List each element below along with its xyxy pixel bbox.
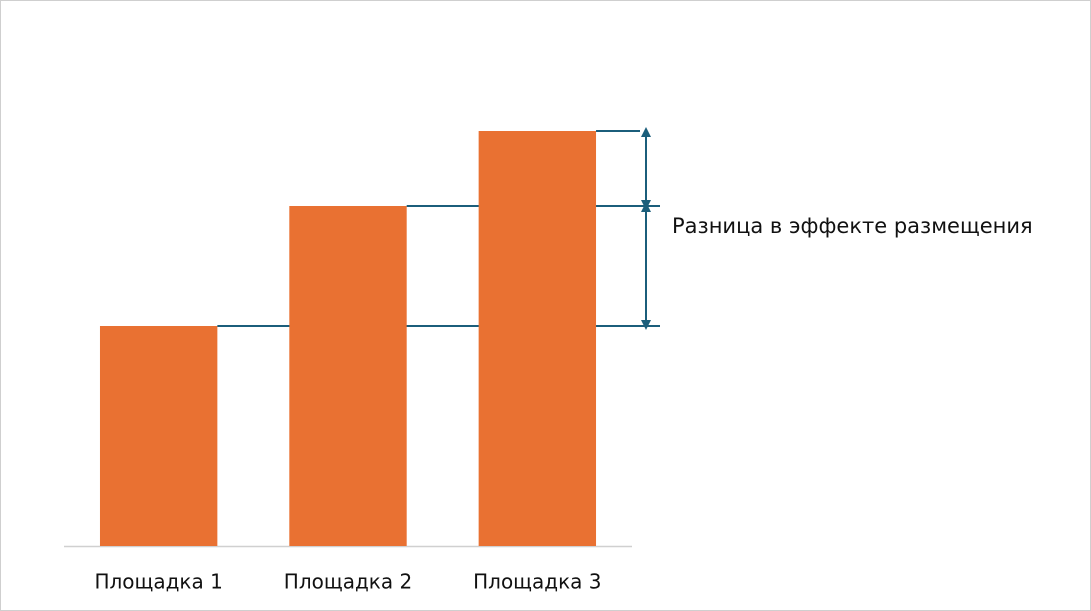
x-tick-label: Площадка 3 bbox=[473, 570, 601, 594]
bar bbox=[478, 131, 597, 546]
annotation: Разница в эффекте размещения bbox=[672, 214, 1033, 238]
x-tick-label: Площадка 1 bbox=[94, 570, 222, 594]
bar bbox=[289, 206, 407, 546]
x-tick-label: Площадка 2 bbox=[284, 570, 412, 594]
bar bbox=[99, 326, 218, 546]
